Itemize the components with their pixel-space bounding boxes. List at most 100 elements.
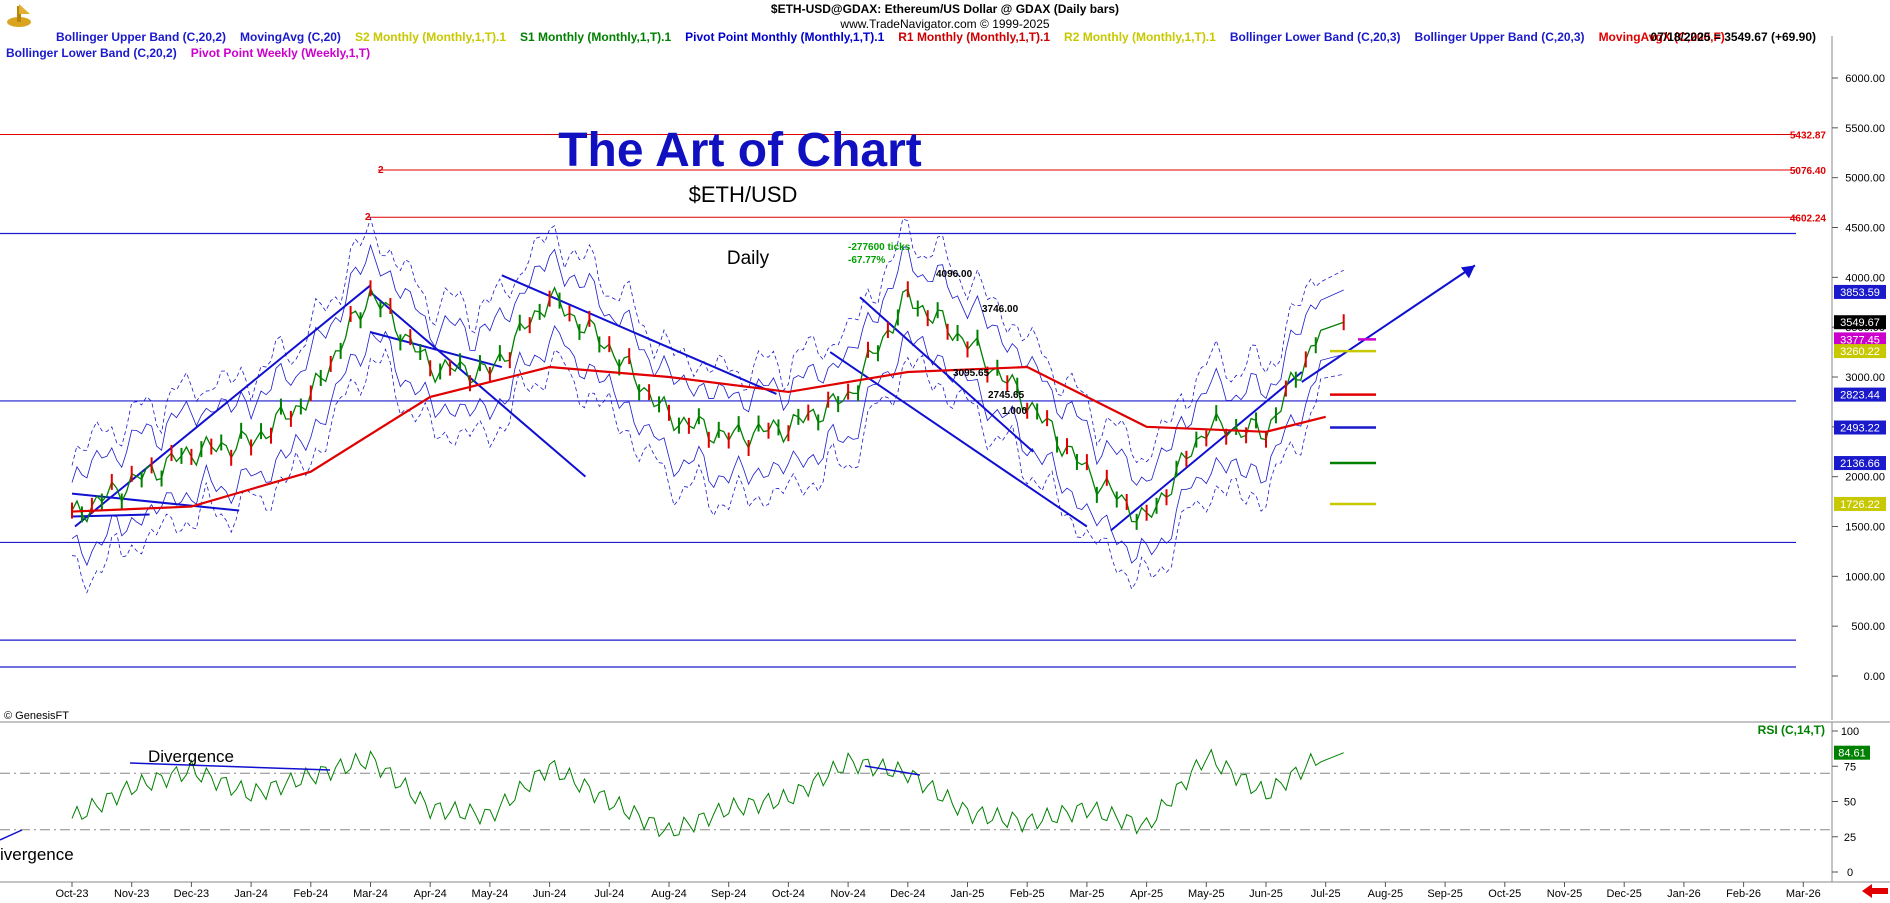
price-axis-ticks: 6000.005500.005000.004500.004000.003500.…	[1832, 73, 1885, 683]
price-label-text: 1726.22	[1840, 499, 1880, 511]
scroll-left-arrow-icon	[1862, 884, 1888, 898]
pivot-marks	[1330, 338, 1376, 506]
time-tick-label: Jul-24	[594, 888, 624, 900]
bollinger-upper-band	[71, 243, 1344, 486]
time-tick-label: Feb-24	[293, 888, 328, 900]
chart-symbol-title: $ETH-USD@GDAX: Ethereum/US Dollar @ GDAX…	[770, 2, 1120, 16]
bollinger-lower-band	[71, 325, 1344, 567]
price-level-label: 4602.24	[1790, 213, 1827, 224]
trend-line	[74, 284, 372, 528]
legend-item-9: MovingAvgX (C,200,F)	[1598, 30, 1725, 44]
last-price-readout: 07/18/2025 = 3549.67 (+69.90)	[1650, 30, 1816, 44]
price-label-text: 3853.59	[1840, 287, 1880, 299]
chart-annotation: 2745.65	[988, 390, 1025, 401]
price-tick-label: 500.00	[1851, 621, 1885, 633]
time-tick-label: Nov-25	[1547, 888, 1582, 900]
indicator-legend-row-2: Bollinger Lower Band (C,20,2) Pivot Point…	[6, 46, 384, 60]
divergence-label: Divergence	[148, 747, 234, 766]
price-label-box	[1834, 420, 1886, 435]
time-axis-ticks: Oct-23 Nov-23 Dec-23 Jan-24 Feb-24 Mar-24 Apr-…	[55, 882, 1888, 900]
time-tick-label: Dec-25	[1606, 888, 1641, 900]
time-tick-label: Nov-23	[114, 888, 149, 900]
time-tick-label: May-25	[1188, 888, 1225, 900]
time-tick-label: Nov-24	[830, 888, 865, 900]
chart-annotation: 2	[365, 212, 371, 223]
price-tick-label: 2000.00	[1845, 472, 1885, 484]
time-tick-label: Mar-26	[1786, 888, 1821, 900]
price-tick-label: 1500.00	[1845, 522, 1885, 534]
price-tick-label: 4000.00	[1845, 272, 1885, 284]
genesis-copyright: © GenesisFT	[4, 710, 69, 722]
price-label-text: 2823.44	[1840, 390, 1880, 402]
time-tick-label: Sep-25	[1427, 888, 1462, 900]
time-tick-label: Aug-25	[1368, 888, 1403, 900]
time-tick-label: Jun-25	[1249, 888, 1283, 900]
chart-annotation: 4096.00	[936, 269, 973, 280]
chart-annotation: -277600 ticks	[848, 242, 911, 253]
time-tick-label: May-24	[472, 888, 509, 900]
ma200-line	[71, 365, 1326, 513]
legend-item-3: S1 Monthly (Monthly,1,T).1	[520, 30, 672, 44]
price-label-text: 2136.66	[1840, 458, 1880, 470]
time-tick-label: Jun-24	[533, 888, 567, 900]
price-label-box	[1834, 456, 1886, 471]
rsi-tick-label: 100	[1841, 726, 1859, 738]
legend-item-1: MovingAvg (C,20)	[240, 30, 341, 44]
legend-item-row2-0: Bollinger Lower Band (C,20,2)	[6, 46, 177, 60]
rsi-pane: 100 75 50 25 0 84.61 Divergence ivergence	[0, 726, 1870, 879]
price-label-box	[1834, 496, 1886, 511]
legend-item-0: Bollinger Upper Band (C,20,2)	[56, 30, 227, 44]
time-tick-label: Apr-24	[414, 888, 447, 900]
rsi-value-box	[1834, 745, 1870, 760]
chart-annotation: 3095.65	[953, 368, 990, 379]
trade-navigator-logo-icon	[4, 2, 34, 30]
trend-line	[859, 296, 1034, 453]
price-tick-label: 5000.00	[1845, 173, 1885, 185]
divergence-line	[129, 762, 331, 771]
time-tick-label: Dec-23	[174, 888, 209, 900]
legend-item-2: S2 Monthly (Monthly,1,T).1	[354, 30, 507, 44]
time-tick-label: Aug-24	[651, 888, 686, 900]
price-label-box	[1834, 315, 1886, 330]
chart-annotation: 1.000	[1002, 406, 1027, 417]
time-tick-label: Apr-25	[1130, 888, 1163, 900]
rsi-line	[71, 748, 1344, 838]
time-tick-label: Feb-25	[1010, 888, 1045, 900]
legend-item-row2-1: Pivot Point Weekly (Weekly,1,T)	[190, 46, 371, 60]
trend-line	[829, 351, 1088, 528]
chart-subtitle: $ETH/USD	[689, 182, 798, 207]
chart-annotation: -67.77%	[848, 255, 885, 266]
chart-annotation: 2	[378, 165, 384, 176]
bollinger-upper-band-3	[71, 216, 1344, 466]
price-tick-label: 5500.00	[1845, 123, 1885, 135]
trend-line	[71, 492, 240, 512]
time-tick-label: Oct-24	[772, 888, 805, 900]
trend-lines	[71, 264, 1476, 532]
rsi-value-label: 84.61	[1838, 748, 1866, 760]
bollinger-lower-band-3	[71, 348, 1344, 594]
price-axis-labels: 5432.87 5076.40 4602.24 3853.59 3549.67 3377.…	[1790, 131, 1886, 511]
trend-line	[1301, 264, 1476, 383]
price-level-label: 5432.87	[1790, 131, 1827, 142]
time-tick-label: Jan-24	[234, 888, 268, 900]
price-level-label: 5076.40	[1790, 166, 1827, 177]
price-label-box	[1834, 284, 1886, 299]
rsi-label: RSI (C,14,T)	[1758, 723, 1825, 737]
divergence-line	[864, 765, 921, 776]
legend-item-6: R2 Monthly (Monthly,1,T).1	[1064, 30, 1216, 44]
price-tick-label: 0.00	[1864, 671, 1885, 683]
rsi-tick-label: 25	[1844, 832, 1856, 844]
chart-annotation: 3746.00	[982, 304, 1019, 315]
time-tick-label: Jan-25	[951, 888, 985, 900]
legend-item-5: R1 Monthly (Monthly,1,T).1	[898, 30, 1051, 44]
time-tick-label: Sep-24	[711, 888, 746, 900]
time-tick-label: Oct-23	[55, 888, 88, 900]
rsi-tick-label: 75	[1844, 761, 1856, 773]
time-tick-label: Feb-26	[1726, 888, 1761, 900]
timeframe-label: Daily	[727, 248, 770, 269]
trend-line	[1110, 371, 1303, 532]
trend-line	[501, 274, 777, 395]
divergence-label: ivergence	[0, 845, 74, 864]
price-series	[71, 280, 1345, 530]
